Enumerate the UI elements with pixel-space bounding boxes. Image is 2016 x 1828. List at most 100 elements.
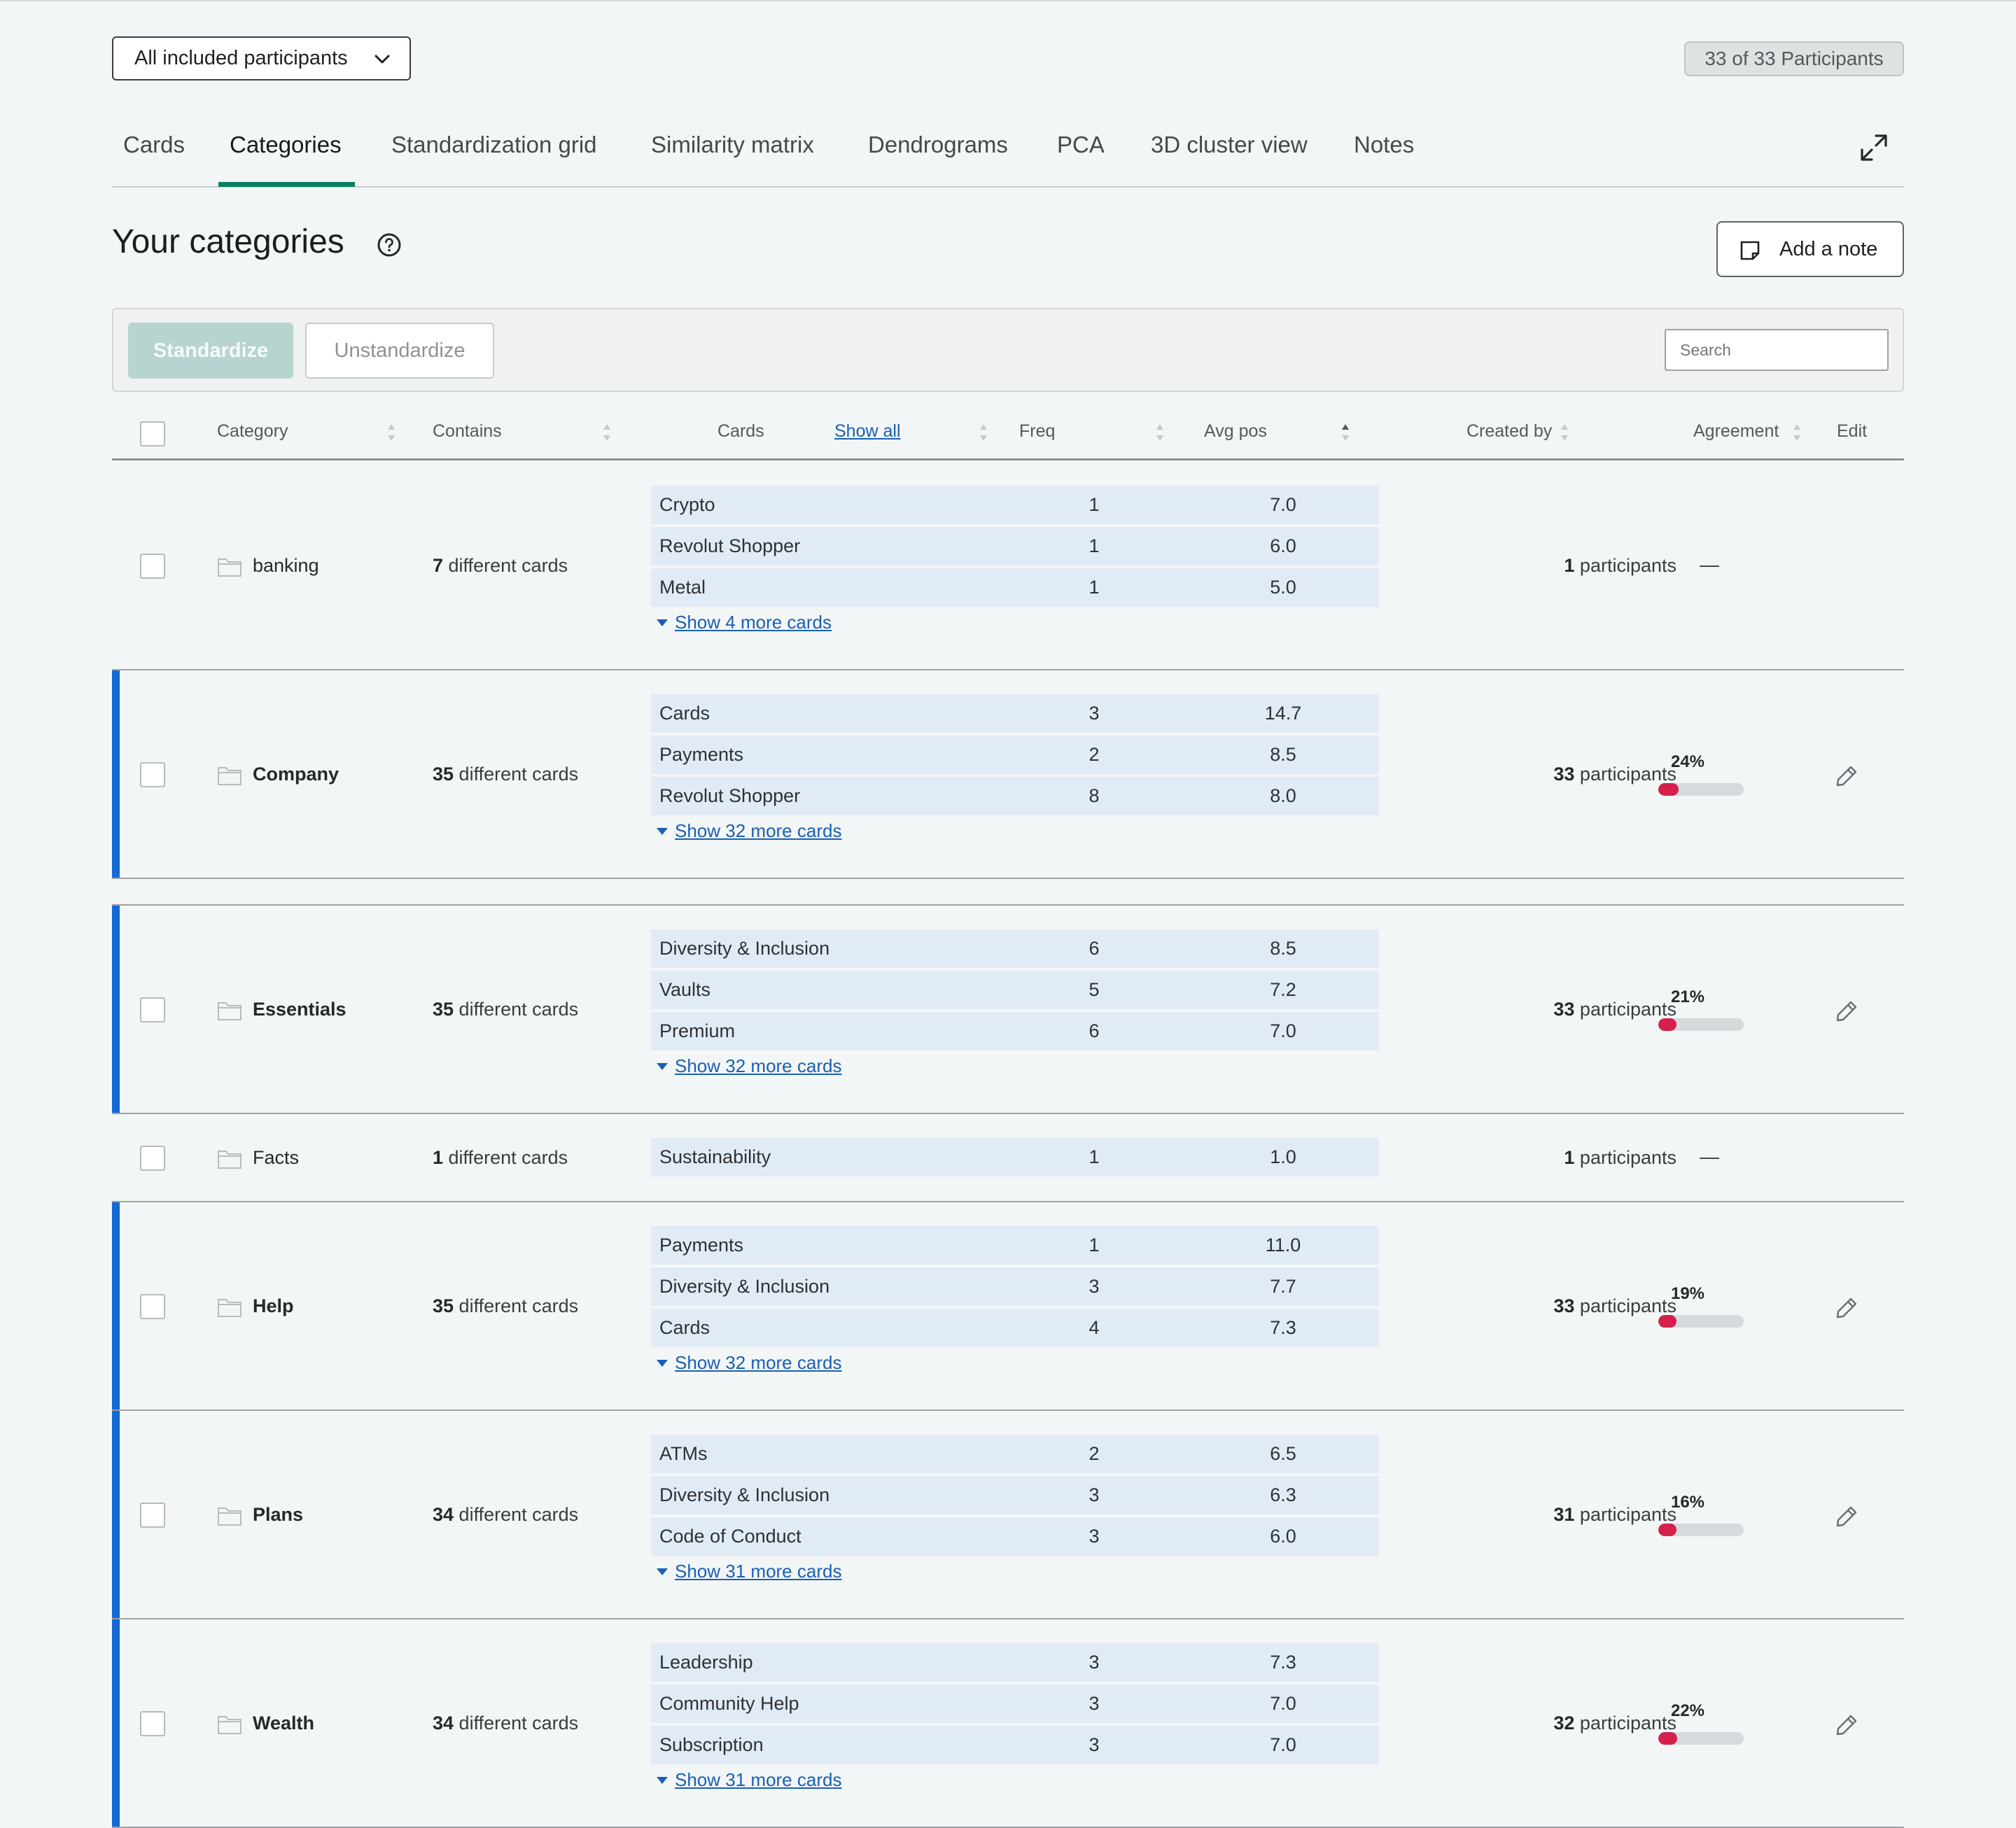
contains-number: 35 [433, 764, 454, 785]
column-header-freq[interactable]: Freq [1019, 421, 1056, 441]
column-header-edit: Edit [1837, 421, 1868, 441]
card-name: Revolut Shopper [659, 785, 801, 806]
category-name[interactable]: Plans [253, 1504, 304, 1525]
agreement-empty: — [1700, 1146, 1719, 1167]
row-checkbox[interactable] [140, 762, 165, 787]
tab-notes[interactable]: Notes [1354, 132, 1415, 157]
participant-filter-select[interactable]: All included participants [112, 36, 411, 80]
category-name[interactable]: Help [253, 1295, 294, 1316]
show-more-cards-link[interactable]: Show 31 more cards [651, 1769, 841, 1791]
tab-cards[interactable]: Cards [123, 132, 186, 157]
pencil-icon[interactable] [1834, 1504, 1859, 1529]
card-frequency: 5 [1088, 979, 1100, 1000]
tab-similarity-matrix[interactable]: Similarity matrix [651, 132, 814, 157]
folder-icon [218, 1151, 241, 1169]
card-frequency: 3 [1088, 1484, 1100, 1505]
sort-icon[interactable] [602, 423, 612, 442]
show-more-cards-link[interactable]: Show 31 more cards [651, 1561, 841, 1582]
row-checkbox[interactable] [140, 997, 165, 1022]
created-suffix: participants [1574, 999, 1676, 1020]
sort-icon[interactable] [1155, 423, 1165, 442]
category-name[interactable]: banking [253, 555, 319, 576]
card-name: Diversity & Inclusion [659, 1276, 830, 1297]
sort-icon[interactable] [386, 423, 396, 442]
row-checkbox[interactable] [140, 554, 165, 579]
card-avg-position: 8.0 [1270, 785, 1296, 806]
tab-dendrograms[interactable]: Dendrograms [868, 132, 1008, 157]
pencil-icon[interactable] [1834, 1713, 1859, 1738]
show-all-link[interactable]: Show all [834, 421, 901, 441]
agreement-percent: 22% [1670, 1701, 1705, 1720]
add-note-button[interactable]: Add a note [1716, 221, 1904, 277]
contains-suffix: different cards [454, 1295, 579, 1316]
column-header-category[interactable]: Category [217, 421, 288, 441]
sort-icon[interactable] [979, 423, 988, 442]
tab-standardization-grid[interactable]: Standardization grid [391, 132, 597, 157]
card-frequency: 8 [1088, 785, 1100, 806]
contains-count: 1 different cards [433, 1147, 568, 1169]
agreement-bar [1658, 1524, 1744, 1536]
tab-categories[interactable]: Categories [230, 132, 342, 157]
folder-icon [218, 1507, 241, 1526]
card-frequency: 3 [1088, 703, 1100, 724]
card-avg-position: 11.0 [1265, 1235, 1301, 1256]
agreement-bar-fill [1658, 1732, 1677, 1745]
card-avg-position: 6.5 [1270, 1443, 1296, 1464]
column-header-agreement[interactable]: Agreement [1693, 421, 1779, 441]
card-avg-position: 1.0 [1270, 1146, 1296, 1167]
card-avg-position: 7.0 [1270, 1020, 1296, 1041]
sort-icon[interactable] [1560, 423, 1569, 442]
show-more-cards-link[interactable]: Show 4 more cards [651, 612, 832, 633]
show-more-cards-link[interactable]: Show 32 more cards [651, 1055, 841, 1077]
column-header-cards: Cards [718, 421, 764, 441]
contains-suffix: different cards [454, 1504, 579, 1525]
agreement-bar-fill [1658, 1524, 1676, 1536]
row-checkbox[interactable] [140, 1711, 165, 1736]
sort-ascending-icon[interactable] [1340, 423, 1350, 442]
unstandardize-button[interactable]: Unstandardize [305, 323, 494, 379]
column-header-avg-pos[interactable]: Avg pos [1204, 421, 1267, 441]
folder-icon [218, 767, 241, 785]
contains-count: 34 different cards [433, 1504, 578, 1526]
card-frequency: 6 [1088, 1020, 1100, 1041]
standardize-button[interactable]: Standardize [128, 323, 293, 379]
created-by-count: 1 participants [1438, 1147, 1676, 1169]
expand-icon[interactable] [1859, 133, 1889, 162]
pencil-icon[interactable] [1834, 999, 1859, 1024]
column-header-created-by[interactable]: Created by [1466, 421, 1553, 441]
card-name: Code of Conduct [659, 1526, 802, 1547]
card-avg-position: 7.3 [1270, 1652, 1296, 1673]
category-name[interactable]: Wealth [253, 1713, 315, 1734]
category-name[interactable]: Company [253, 764, 340, 785]
sort-icon[interactable] [1792, 423, 1802, 442]
pencil-icon[interactable] [1834, 1295, 1859, 1321]
show-more-label: Show 31 more cards [675, 1561, 842, 1582]
card-item: Code of Conduct 3 6.0 [651, 1517, 1379, 1556]
card-frequency: 1 [1088, 1235, 1100, 1256]
search-input[interactable] [1665, 329, 1889, 371]
category-name[interactable]: Essentials [253, 999, 346, 1020]
card-frequency: 3 [1088, 1734, 1100, 1755]
card-item: Subscription 3 7.0 [651, 1726, 1379, 1764]
contains-count: 35 different cards [433, 1295, 578, 1317]
contains-count: 7 different cards [433, 555, 568, 577]
show-more-cards-link[interactable]: Show 32 more cards [651, 820, 841, 842]
card-frequency: 3 [1088, 1526, 1100, 1547]
row-checkbox[interactable] [140, 1503, 165, 1528]
column-header-contains[interactable]: Contains [433, 421, 502, 441]
contains-number: 34 [433, 1713, 454, 1734]
help-icon[interactable] [377, 232, 402, 258]
show-more-cards-link[interactable]: Show 32 more cards [651, 1352, 841, 1374]
tab-3d-cluster-view[interactable]: 3D cluster view [1151, 132, 1308, 157]
row-checkbox[interactable] [140, 1146, 165, 1171]
card-avg-position: 7.7 [1270, 1276, 1296, 1297]
card-item: Revolut Shopper 1 6.0 [651, 527, 1379, 565]
card-avg-position: 7.0 [1270, 1693, 1296, 1714]
select-all-checkbox[interactable] [140, 421, 165, 447]
tab-pca[interactable]: PCA [1057, 132, 1105, 157]
pencil-icon[interactable] [1834, 764, 1859, 789]
category-name[interactable]: Facts [253, 1147, 300, 1168]
row-checkbox[interactable] [140, 1294, 165, 1319]
agreement-bar-fill [1658, 1315, 1676, 1328]
table-row: Wealth 34 different cards Leadership 3 7.3 Co… [112, 1619, 1904, 1828]
